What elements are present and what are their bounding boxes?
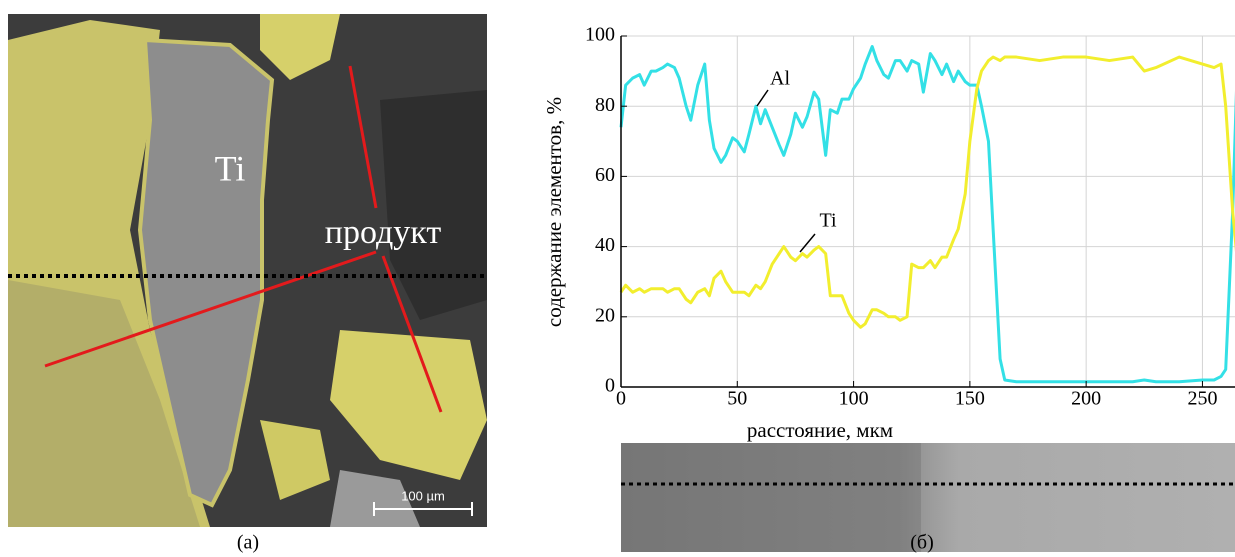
annotation-leader [756,89,769,107]
panel-label: (б) [910,532,934,554]
phase-label: Ti [215,148,246,188]
x-tick-label: 200 [1071,388,1101,410]
product-label: продукт [325,214,442,251]
series-line [619,55,1235,329]
y-axis-label: содержание элементов, % [542,97,566,327]
scale-bar-label: 100 µm [401,488,445,503]
x-axis-label: расстояние, мкм [747,418,893,442]
sem-image [8,14,487,527]
x-tick-label: 50 [727,388,747,410]
y-tick-label: 40 [595,234,615,256]
annotation-leader [799,233,816,253]
x-tick-label: 0 [616,388,626,410]
y-tick-label: 100 [585,24,615,46]
y-tick-label: 60 [595,164,615,186]
y-tick-label: 20 [595,304,615,326]
y-tick-label: 0 [605,375,615,397]
series-line [619,45,1235,384]
sem-strip [621,443,1235,552]
x-tick-label: 150 [955,388,985,410]
plot-area [621,36,1235,387]
panel-label: (a) [237,532,259,554]
x-tick-label: 100 [839,388,869,410]
annotation: Al [770,68,790,90]
sem-strip-texture [621,443,921,552]
x-tick-label: 250 [1187,388,1217,410]
y-tick-label: 80 [595,94,615,116]
annotation: Ti [819,210,837,232]
